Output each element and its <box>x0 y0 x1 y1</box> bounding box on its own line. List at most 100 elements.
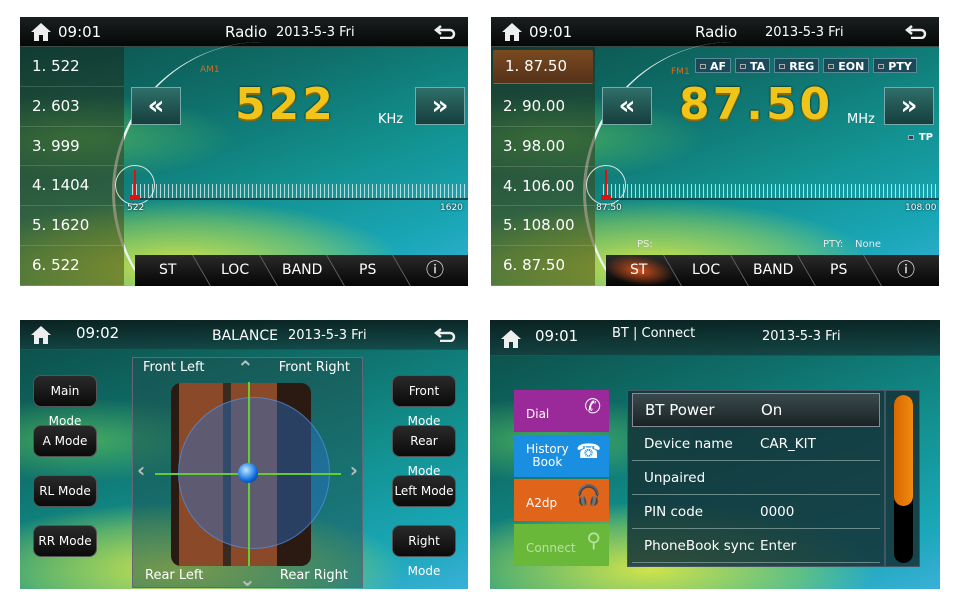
row-label: Unpaired <box>644 469 706 486</box>
home-icon[interactable] <box>500 329 522 349</box>
scroll-track[interactable] <box>894 395 913 563</box>
balance-screen: 09:02 BALANCE 2013-5-3 Fri Front Left Fr… <box>20 320 468 589</box>
tuning-scale[interactable] <box>603 184 939 200</box>
mode-button[interactable]: Main Mode <box>33 375 97 428</box>
toolbar-button-label: BAND <box>281 262 322 278</box>
back-icon[interactable] <box>434 25 456 39</box>
preset-item[interactable]: 1. 522 <box>20 47 124 87</box>
preset-item[interactable]: 1. 87.50 <box>493 50 593 84</box>
ps-label: PS: <box>637 239 653 250</box>
seek-back-button[interactable]: « <box>602 87 652 125</box>
tile-connect[interactable]: Connect ⚲ <box>514 523 609 566</box>
tuning-scale[interactable] <box>132 184 468 200</box>
back-icon[interactable] <box>434 328 456 342</box>
home-icon[interactable] <box>30 22 52 42</box>
balance-pad[interactable]: Front Left Front Right Rear Left Rear Ri… <box>132 356 363 589</box>
date: 2013-5-3 Fri <box>288 328 367 343</box>
toolbar-button-label: BAND <box>752 262 793 278</box>
tile-label: Connect <box>526 540 576 555</box>
tile-label: Dial <box>526 407 550 421</box>
flag-label: EON <box>838 60 865 73</box>
screen-title: BT | Connect <box>612 326 696 341</box>
home-icon[interactable] <box>30 325 52 345</box>
seek-back-button[interactable]: « <box>131 87 181 125</box>
rds-flag-ta[interactable]: TA <box>735 58 771 73</box>
front-left-label: Front Left <box>143 360 205 375</box>
frequency-display: 87.50 <box>679 79 834 130</box>
bt-row-pin-code[interactable]: PIN code 0000 <box>632 495 880 529</box>
toolbar-button-label: PS <box>359 262 377 278</box>
date: 2013-5-3 Fri <box>765 25 844 40</box>
tile-a2dp[interactable]: A2dp 🎧 <box>514 479 609 521</box>
bt-row-phonebook-sync[interactable]: PhoneBook sync Enter <box>632 529 880 563</box>
pty-label: PTY: <box>823 239 844 250</box>
bottom-toolbar: ST LOC BAND PS ⓘ <box>597 255 939 286</box>
toolbar-button-label: ST <box>159 262 177 278</box>
down-arrow-icon[interactable]: ⌄ <box>239 567 256 589</box>
preset-item[interactable]: 2. 90.00 <box>491 87 595 127</box>
tuning-needle[interactable] <box>601 170 611 200</box>
preset-item[interactable]: 6. 87.50 <box>491 246 595 286</box>
mode-button[interactable]: Rear Mode <box>392 425 456 478</box>
tuning-needle[interactable] <box>130 170 140 200</box>
mode-button[interactable]: Front Mode <box>392 375 456 428</box>
header-bar: 09:01 BT | Connect 2013-5-3 Fri <box>490 320 940 356</box>
checkbox-icon <box>779 64 786 69</box>
row-label: PhoneBook sync <box>644 537 755 554</box>
up-arrow-icon[interactable]: ⌃ <box>237 356 254 380</box>
right-arrow-icon[interactable]: › <box>349 458 358 482</box>
screen-title: Radio <box>225 23 268 41</box>
rear-left-label: Rear Left <box>145 568 204 583</box>
rds-flag-af[interactable]: AF <box>695 58 732 73</box>
preset-item[interactable]: 5. 1620 <box>20 206 124 246</box>
rds-flag-eon[interactable]: EON <box>823 58 870 73</box>
phonebook-icon: ☎ <box>576 438 601 463</box>
screen-title: BALANCE <box>212 328 278 344</box>
left-arrow-icon[interactable]: ‹ <box>137 458 146 482</box>
mode-button[interactable]: A Mode <box>33 425 97 457</box>
back-icon[interactable] <box>905 25 927 39</box>
mode-button[interactable]: Left Mode <box>392 475 456 507</box>
tp-toggle[interactable]: TP <box>907 132 933 143</box>
preset-item[interactable]: 5. 108.00 <box>491 206 595 247</box>
row-value: On <box>761 401 783 419</box>
toolbar-button-label: LOC <box>691 262 720 278</box>
bt-row-bt-power[interactable]: BT Power On <box>632 393 880 427</box>
tile-label: History Book <box>526 441 569 469</box>
rds-flag-reg[interactable]: REG <box>774 58 820 73</box>
date: 2013-5-3 Fri <box>276 25 355 40</box>
preset-item[interactable]: 2. 603 <box>20 87 124 127</box>
scale-min-label: 87.50 <box>596 203 622 213</box>
preset-item[interactable]: 3. 999 <box>20 127 124 167</box>
seek-forward-button[interactable]: » <box>415 87 465 125</box>
scroll-thumb[interactable] <box>894 395 913 506</box>
tile-dial[interactable]: Dial ✆ <box>514 390 609 432</box>
checkbox-icon <box>828 64 835 69</box>
pty-value: None <box>855 239 882 250</box>
preset-item[interactable]: 4. 1404 <box>20 166 124 207</box>
mode-button[interactable]: RL Mode <box>33 475 97 507</box>
row-value: CAR_KIT <box>760 435 816 452</box>
scale-min-label: 522 <box>127 203 145 213</box>
balance-handle[interactable] <box>238 463 258 483</box>
rds-flag-pty[interactable]: PTY <box>873 58 917 73</box>
tile-history[interactable]: History Book ☎ <box>514 434 609 477</box>
seek-forward-button[interactable]: » <box>884 87 934 125</box>
am-radio-screen: 09:01 Radio 2013-5-3 Fri 1. 522 2. 603 3. … <box>20 17 468 286</box>
mode-button[interactable]: Right Mode <box>392 525 456 578</box>
preset-item[interactable]: 3. 98.00 <box>491 127 595 167</box>
home-icon[interactable] <box>501 22 523 42</box>
row-label: BT Power <box>645 401 715 419</box>
scrollbar[interactable] <box>885 390 920 567</box>
frequency-unit: KHz <box>378 112 404 127</box>
clock: 09:01 <box>58 23 102 41</box>
row-label: PIN code <box>644 503 704 520</box>
mode-button[interactable]: RR Mode <box>33 525 97 557</box>
search-icon: ⚲ <box>586 527 601 552</box>
bt-row-device-name[interactable]: Device name CAR_KIT <box>632 427 880 461</box>
date: 2013-5-3 Fri <box>762 329 841 344</box>
bt-row-unpaired[interactable]: Unpaired <box>632 461 880 495</box>
row-value: 0000 <box>760 503 795 520</box>
preset-item[interactable]: 6. 522 <box>20 246 124 286</box>
preset-item[interactable]: 4. 106.00 <box>491 167 595 207</box>
